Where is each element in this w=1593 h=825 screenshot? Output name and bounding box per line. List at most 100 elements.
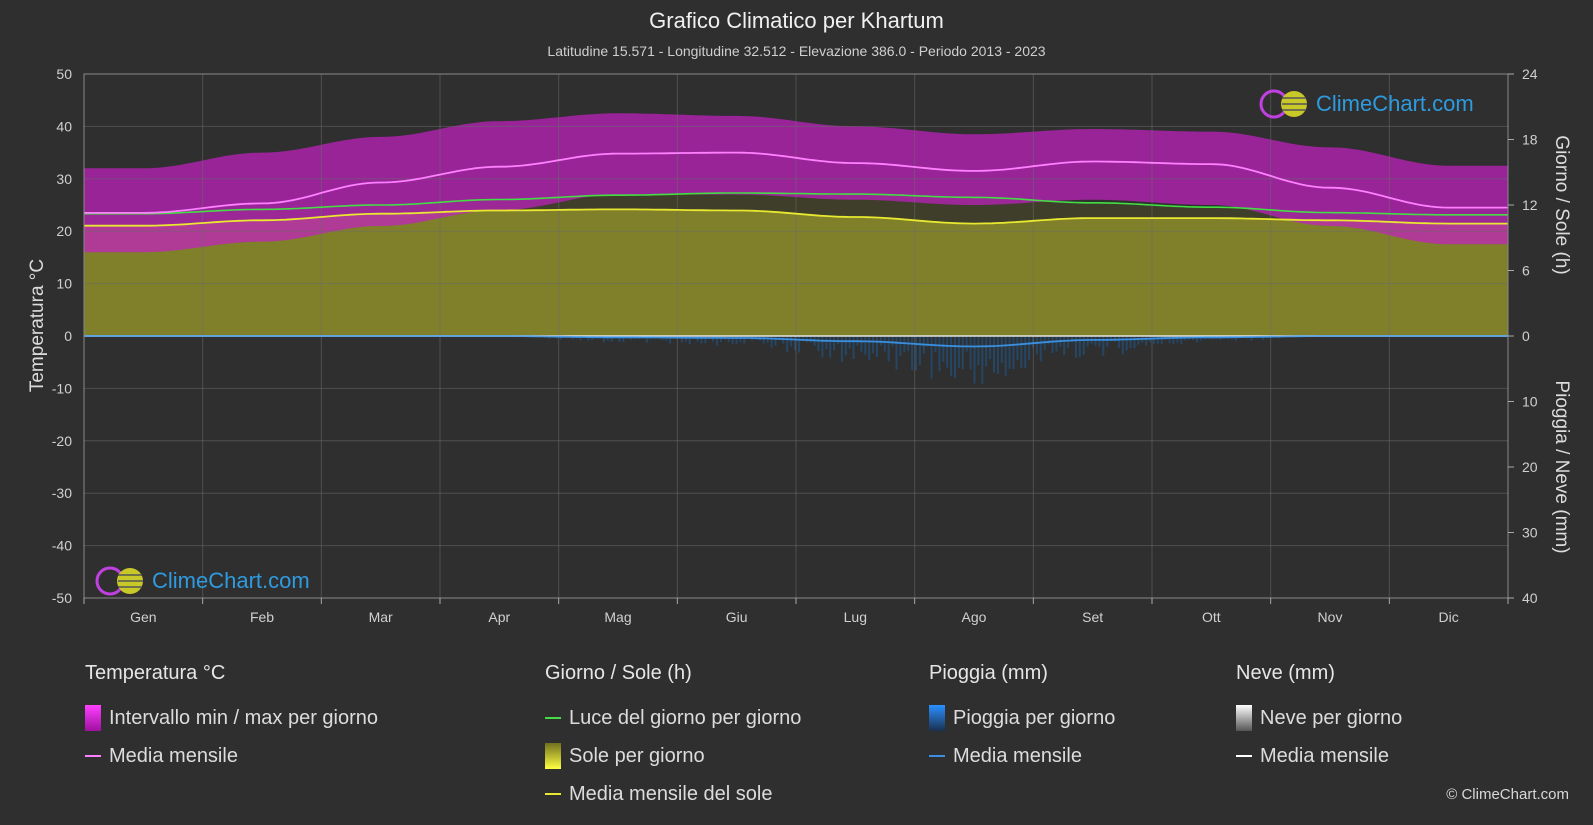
rain-bar [1117,336,1120,348]
rain-bar [926,336,929,347]
rain-bar [645,336,648,343]
rain-bar [1086,336,1089,347]
temperature-mean-line [84,151,1508,214]
rain-bar [1195,336,1198,343]
legend-temperature: Temperatura °C Intervallo min / max per … [85,662,378,775]
rain-bar [1063,336,1066,356]
legend-label: Media mensile [953,744,1082,767]
legend-swatch [85,755,101,757]
rain-bar [1156,336,1159,344]
rain-bar [1071,336,1073,343]
legend-swatch [929,705,945,731]
legend-swatch [545,793,561,795]
y-left-tick-label: 40 [56,118,72,134]
rain-bar [868,336,871,361]
rain-bar [961,336,964,369]
rain-bar [1078,336,1081,357]
rain-bar [1180,336,1183,345]
rain-bar [1051,336,1054,354]
rain-bar [895,336,898,370]
rain-bar [778,336,781,340]
legend-swatch [929,755,945,757]
legend-sun: Giorno / Sole (h) Luce del giorno per gi… [545,662,801,813]
legend-title: Pioggia (mm) [929,662,1048,684]
rain-bar [852,336,855,359]
rain-bar [1028,336,1031,361]
legend-item: Media mensile [929,737,1115,775]
rain-bar [938,336,941,372]
y-left-tick-label: -20 [52,433,72,449]
rain-bar [1055,336,1058,352]
rain-bar [719,336,722,343]
x-tick-label: Nov [1318,609,1343,625]
rain-bar [735,336,738,345]
rain-bar [1137,336,1140,345]
y-left-tick-label: -10 [52,380,72,396]
rain-bar [602,336,605,343]
logo-bottom: ClimeChart.com [94,565,310,597]
rain-bar [915,336,917,371]
rain-bar [1020,336,1023,369]
rain-bar [786,336,789,353]
rain-bar [1039,336,1042,362]
rain-bar [817,336,820,352]
y-left-tick-label: 30 [56,171,72,187]
rain-bar [743,336,746,344]
copyright: © ClimeChart.com [1446,786,1569,803]
y-right-top-tick-label: 6 [1522,263,1530,279]
y-right-top-tick-label: 0 [1522,328,1530,344]
logo-icon [95,566,143,596]
rain-bar [1160,336,1163,344]
rain-bar [790,336,793,347]
y-right-top-tick-label: 24 [1522,66,1538,82]
x-tick-label: Lug [844,609,867,625]
legend-swatch [545,717,561,719]
x-tick-label: Apr [488,609,510,625]
rain-bar [700,336,703,344]
rain-bar [610,336,613,342]
rain-bar [1035,336,1038,355]
legend-label: Intervallo min / max per giorno [109,706,379,729]
rain-bar [1094,336,1097,346]
rain-bar [680,336,683,343]
legend-label: Pioggia per giorno [953,706,1116,729]
rain-bar [696,336,699,342]
y-right-bottom-tick-label: 30 [1522,525,1538,541]
legend-label: Luce del giorno per giorno [569,706,802,729]
rain-bar [688,336,691,345]
daylight-line [84,192,1508,216]
rain-bar [950,336,953,377]
rain-bar [942,336,945,362]
legend-label: Media mensile [1260,744,1389,767]
rain-bar [821,336,824,358]
rain-bar [996,336,999,374]
rain-bar [833,336,836,351]
rain-bar [1153,336,1155,345]
legend-swatch [545,743,561,769]
rain-bar [794,336,796,351]
rain-bar [1106,336,1109,347]
y-right-bottom-tick-label: 20 [1522,459,1538,475]
rain-bar [829,336,832,358]
legend-swatch [85,705,101,731]
rain-bar [860,336,863,353]
rain-bar [716,336,718,346]
rain-bar [669,336,672,344]
rain-bar [1168,336,1171,344]
rain-bar [1125,336,1128,351]
rain-bar [883,336,886,352]
x-tick-label: Mag [604,609,631,625]
legend-snow: Neve (mm) Neve per giorno Media mensile [1236,662,1402,775]
rain-bar [918,336,921,366]
x-tick-label: Set [1082,609,1103,625]
y-right-bottom-tick-label: 40 [1522,590,1538,606]
y-right-top-tick-label: 18 [1522,132,1538,148]
legend-title: Giorno / Sole (h) [545,662,692,684]
rain-bar [872,336,875,354]
rain-bar [957,336,960,368]
legend-item: Sole per giorno [545,737,801,775]
rain-bar [977,336,980,366]
x-tick-label: Mar [369,609,393,625]
y-left-axis-title: Temperatura °C [27,259,48,392]
rain-bar [1250,336,1253,341]
